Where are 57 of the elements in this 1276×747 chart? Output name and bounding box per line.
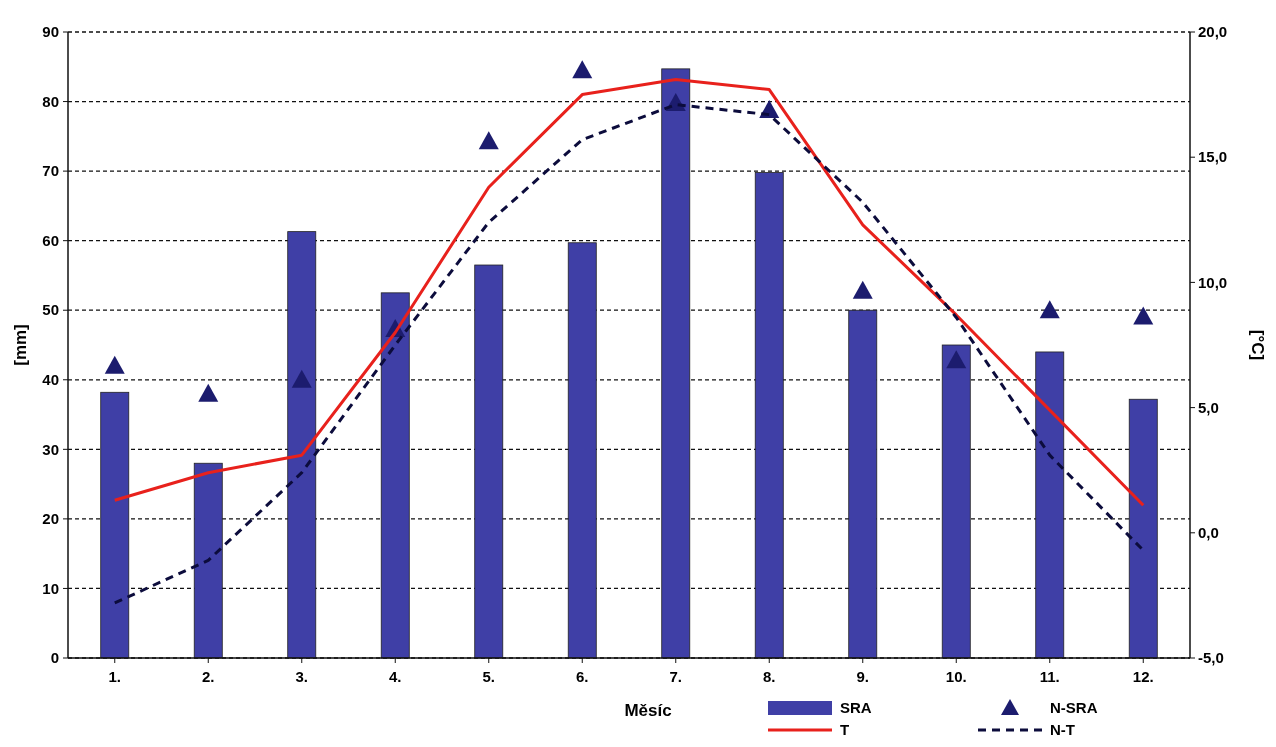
y-tick-label: 0 (50, 649, 59, 667)
y-tick-label: 40 (42, 371, 59, 389)
x-axis-title: Měsíc (624, 701, 672, 720)
y2-tick-label: 5,0 (1198, 398, 1219, 416)
x-tick-label: 8. (762, 668, 776, 685)
y-tick-label: 50 (42, 301, 59, 319)
bar (567, 242, 597, 659)
bar (474, 264, 504, 659)
x-tick-label: 10. (945, 668, 967, 685)
y-tick-label: 90 (42, 23, 59, 41)
x-tick-label: 11. (1039, 668, 1060, 685)
point (572, 60, 593, 79)
y2-tick-label: 20,0 (1198, 23, 1228, 41)
x-tick-label: 3. (295, 668, 309, 685)
y-tick-label: 10 (42, 579, 59, 597)
bar (1128, 398, 1158, 659)
legend-label: T (840, 721, 850, 739)
y-tick-label: 80 (42, 92, 59, 110)
legend-label: N-T (1050, 721, 1075, 739)
point (1133, 306, 1154, 325)
line-series (113, 78, 1145, 507)
x-tick-label: 4. (388, 668, 402, 685)
legend-label: N-SRA (1050, 699, 1098, 717)
y-tick-label: 70 (42, 162, 59, 180)
point (946, 350, 967, 369)
x-tick-label: 12. (1132, 668, 1154, 685)
bar (100, 391, 130, 659)
point (852, 280, 873, 299)
bar (1035, 351, 1065, 659)
y-tick-label: 20 (42, 510, 59, 528)
legend-label: SRA (840, 699, 872, 717)
y-tick-label: 60 (42, 231, 59, 249)
point (291, 369, 312, 388)
bar (193, 462, 223, 659)
x-tick-label: 6. (575, 668, 589, 685)
bar (287, 231, 317, 659)
x-tick-label: 9. (856, 668, 870, 685)
bar (754, 172, 784, 659)
x-tick-label: 5. (482, 668, 496, 685)
point (198, 383, 219, 402)
point (1039, 300, 1060, 319)
point (478, 131, 499, 150)
bar (848, 309, 878, 659)
x-tick-label: 7. (669, 668, 683, 685)
x-tick-label: 1. (108, 668, 122, 685)
y2-axis-title: [°C] (1248, 329, 1267, 361)
y2-tick-label: 0,0 (1198, 524, 1219, 542)
y2-tick-label: 15,0 (1198, 148, 1228, 166)
bar (941, 344, 971, 659)
y-tick-label: 30 (42, 440, 59, 458)
y2-tick-label: 10,0 (1198, 273, 1228, 291)
y2-tick-label: -5,0 (1198, 649, 1224, 667)
bar (661, 68, 691, 659)
bar (380, 292, 410, 659)
y-axis-title: [mm] (11, 324, 30, 366)
x-tick-label: 2. (201, 668, 215, 685)
point (104, 355, 125, 374)
